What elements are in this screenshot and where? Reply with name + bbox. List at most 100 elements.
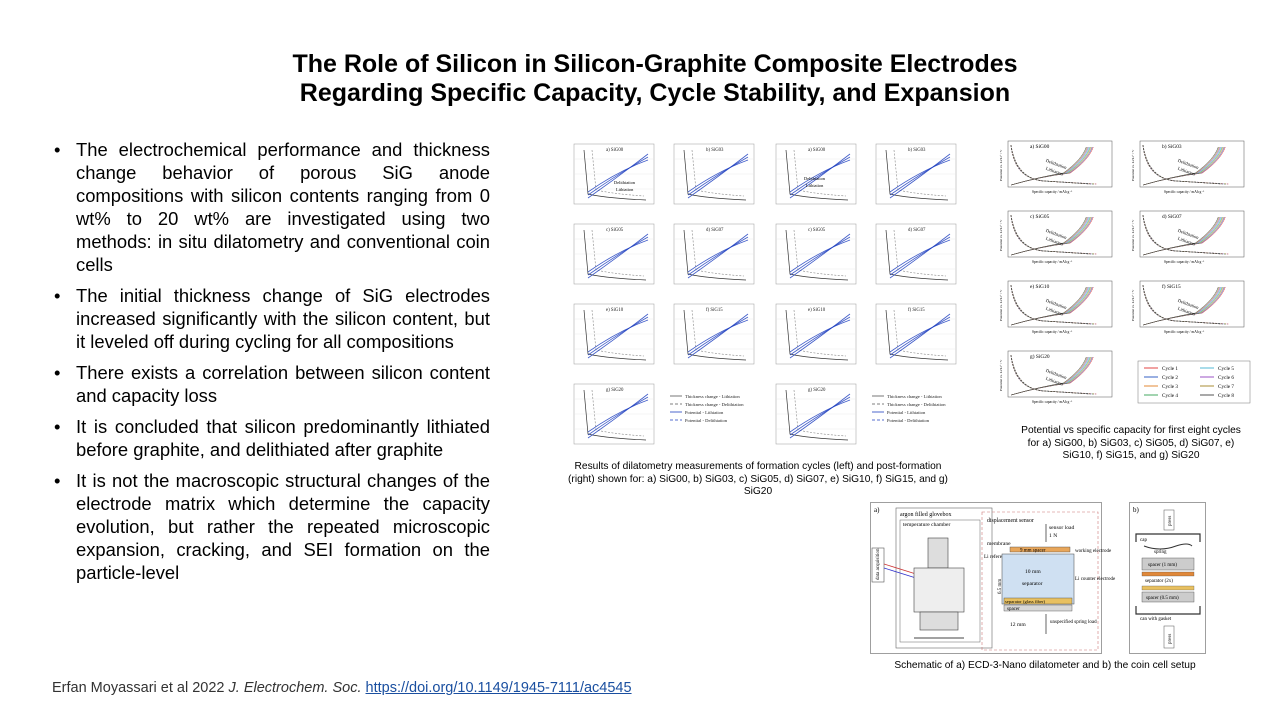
y-axis-label: Potential vs. Li/Li⁺ / V [999, 359, 1003, 391]
annotation-lithiation: Lithiation [1045, 166, 1064, 177]
thickness-curve [789, 153, 851, 199]
x-axis-label: Specific capacity / mAh g⁻¹ [1164, 190, 1204, 194]
slide-title: The Role of Silicon in Silicon-Graphite … [180, 50, 1130, 108]
potential-curve [683, 229, 747, 281]
thickness-curve [889, 156, 951, 196]
thickness-curve [789, 393, 851, 439]
potential-panel: f) SiG15 Potential vs. Li/Li⁺ / V Specific… [1131, 280, 1245, 334]
thickness-curve [789, 156, 851, 196]
panel-label: e) SiG10 [808, 308, 826, 313]
legend-label: Thickness change - Delithiation [887, 402, 946, 407]
coin-spring-label: spring [1154, 550, 1167, 555]
thickness-curve [789, 316, 851, 356]
y-axis-label: Potential vs. Li/Li⁺ / V [999, 219, 1003, 251]
potential-curve [785, 229, 849, 281]
cap-label: cap [1140, 538, 1147, 543]
thickness-curve [687, 313, 749, 359]
thickness-curve [789, 233, 851, 279]
potential-curve [885, 149, 949, 201]
bullet-dot: • [54, 362, 61, 383]
y-axis-label: Potential vs. Li/Li⁺ / V [1131, 149, 1135, 181]
li-reference-label: Li reference [984, 553, 1010, 560]
panel-label: c) SiG05 [808, 228, 826, 233]
legend-label: Thickness change - Delithiation [685, 402, 744, 407]
thickness-curve [587, 159, 649, 193]
dilatometry-legend: Thickness change - Lithiation Thickness c… [872, 394, 946, 423]
schematic-drawing: a) b) argon filled glovebox temperature … [870, 502, 1206, 654]
dilatometry-panel: f) SiG15 [875, 303, 957, 365]
legend-label: Cycle 4 [1162, 393, 1178, 399]
panel-frame [1007, 140, 1113, 188]
thickness-curve [587, 319, 649, 353]
dilatometry-panel: d) SiG07 [673, 223, 755, 285]
cable-red [883, 563, 917, 575]
annotation-lithiation: Lithiation [1177, 306, 1196, 317]
can-shape [1135, 606, 1201, 615]
potential-curve [885, 309, 949, 361]
thickness-curve [789, 319, 851, 353]
cycle-curve [1010, 144, 1090, 185]
potential-panel: b) SiG03 Potential vs. Li/Li⁺ / V Specific… [1131, 140, 1245, 194]
cable-blue [883, 567, 917, 579]
cycle-curve-delith [1142, 216, 1219, 256]
potential-curve-delith [591, 229, 645, 277]
panel-label: e) SiG10 [606, 308, 624, 313]
dilatometry-panel: f) SiG15 [673, 303, 755, 365]
annotation-lithiation: Lithiation [1045, 236, 1064, 247]
separator-label: separator [1022, 581, 1043, 587]
x-axis-label: Specific capacity / mAh g⁻¹ [1164, 330, 1204, 334]
panel-label: g) SiG20 [808, 388, 826, 393]
potential-panel: g) SiG20 Potential vs. Li/Li⁺ / V Specific… [999, 350, 1113, 404]
thickness-curve [687, 239, 749, 273]
glovebox-label: argon filled glovebox [900, 511, 952, 518]
panel-b-label: b) [1133, 506, 1140, 514]
schematic-caption: Schematic of a) ECD-3-Nano dilatometer a… [894, 660, 1196, 671]
thickness-curve [889, 316, 951, 356]
panel-label: g) SiG20 [1030, 353, 1050, 360]
legend-label: Potential - Delithiation [887, 418, 930, 423]
spacer-9mm-label: 9 mm spacer [1020, 549, 1046, 554]
panel-label: e) SiG10 [1030, 283, 1050, 290]
potential-curve-delith [691, 149, 745, 197]
thickness-curve [889, 153, 951, 199]
panel-label: f) SiG15 [908, 308, 925, 313]
panel-label: d) SiG07 [908, 228, 926, 233]
dilatometry-legend: Thickness change - Lithiation Thickness c… [670, 394, 744, 423]
annotation-lithiation: Lithiation [1045, 376, 1064, 387]
spring-label: unspecified spring load [1050, 620, 1097, 625]
annotation-lithiation: Lithiation [1177, 166, 1196, 177]
thickness-curve [587, 156, 649, 196]
x-axis-label: Specific capacity / mAh g⁻¹ [1032, 330, 1072, 334]
electrode-top-rect [1141, 571, 1195, 577]
thickness-curve [889, 239, 951, 273]
thickness-curve [789, 313, 851, 359]
potential-plots: a) SiG00 Potential vs. Li/Li⁺ / V Specific… [999, 140, 1251, 404]
potential-curve [683, 149, 747, 201]
dilatometry-panel: e) SiG10 [775, 303, 857, 365]
legend-label: Potential - Delithiation [685, 418, 728, 423]
panel-label: g) SiG20 [606, 388, 624, 393]
panel-label: c) SiG05 [606, 228, 624, 233]
legend-label: Cycle 8 [1218, 393, 1234, 399]
cap-shape [1135, 533, 1201, 542]
separator-2x-label: separator (2x) [1145, 579, 1173, 584]
dilatometry-caption: Results of dilatometry measurements of f… [568, 461, 948, 497]
citation-authors: Erfan Moyassari et al 2022 [52, 680, 229, 696]
thickness-curve [889, 159, 951, 193]
mm12-label: 12 mm [1010, 622, 1026, 628]
potential-curve-delith [591, 309, 645, 357]
potential-curve-delith [793, 229, 847, 277]
panel-label: a) SiG00 [606, 148, 624, 153]
electrode-bottom-rect [1141, 585, 1195, 591]
press-top-arrow [1163, 509, 1175, 531]
legend-label: Cycle 6 [1218, 375, 1234, 381]
instrument-head [927, 537, 949, 569]
counter-electrode-label: Li counter electrode [1075, 577, 1116, 582]
doi-link[interactable]: https://doi.org/10.1149/1945-7111/ac4545 [365, 680, 632, 696]
potential-curve-delith [691, 309, 745, 357]
sensor-label: displacement sensor [987, 518, 1034, 524]
zoom-frame [981, 511, 1099, 651]
cycle-curve-delith [1010, 356, 1087, 396]
x-axis-label: Specific capacity / mAh g⁻¹ [1032, 260, 1072, 264]
cycle-curve-delith [1010, 216, 1087, 256]
